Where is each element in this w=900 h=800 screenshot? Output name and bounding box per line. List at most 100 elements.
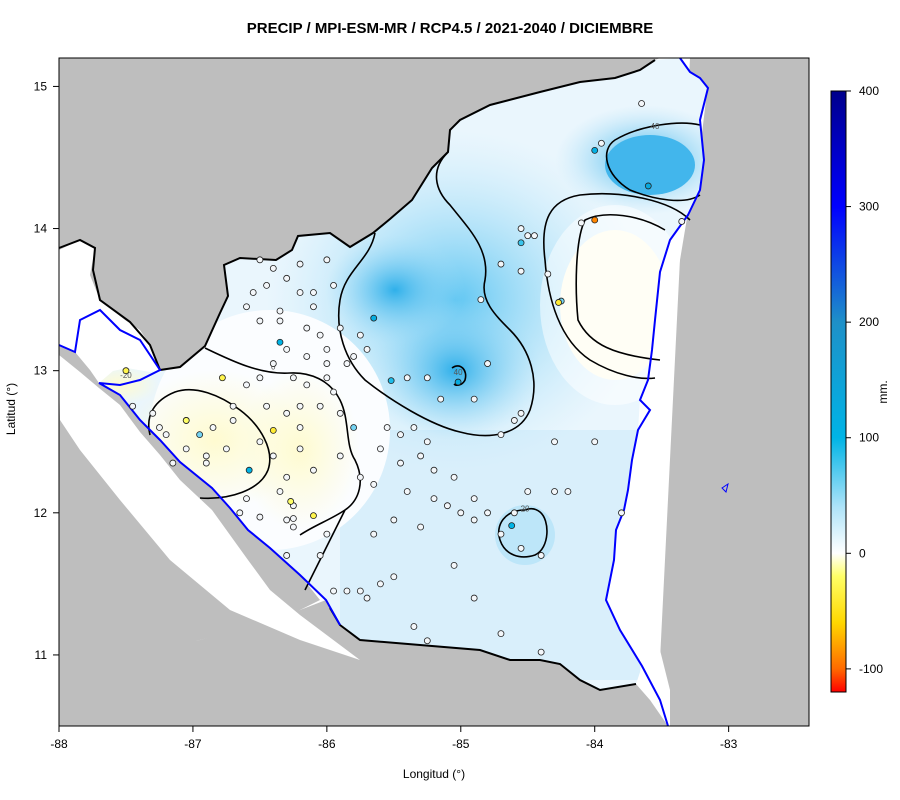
station-marker: [397, 459, 404, 467]
x-axis: -88 -87 -86 -85 -84 -83: [50, 726, 738, 751]
station-marker: [276, 488, 284, 495]
contour-south-20: [498, 507, 548, 558]
colorbar-tick-label: 300: [859, 200, 879, 214]
station-marker: [283, 409, 291, 417]
station-marker: [454, 378, 462, 386]
colorbar-tick-label: 200: [859, 315, 879, 329]
station-marker: [223, 445, 230, 453]
station-marker: [517, 239, 525, 247]
station-marker: [289, 515, 297, 522]
station-marker: [283, 345, 291, 353]
station-marker: [283, 473, 291, 481]
station-marker: [209, 424, 217, 431]
station-marker: [524, 232, 532, 240]
colorbar-tick-label: -100: [859, 662, 883, 676]
station-marker: [517, 267, 525, 275]
station-marker: [310, 303, 317, 311]
station-marker: [470, 395, 478, 403]
station-marker: [229, 402, 237, 410]
station-marker: [350, 353, 358, 360]
x-tick-label: -88: [50, 737, 68, 751]
station-marker: [377, 580, 384, 588]
station-marker: [218, 374, 226, 382]
station-marker: [417, 523, 425, 531]
station-marker: [477, 296, 485, 304]
station-marker: [296, 445, 304, 453]
field-light-blue-south: [340, 430, 640, 680]
station-marker: [544, 270, 552, 278]
station-marker: [310, 512, 317, 520]
caribbean-coast-line: [604, 57, 710, 727]
costa-rica-border-line: [329, 607, 637, 692]
station-marker: [517, 225, 525, 232]
contour-central-40: [337, 151, 535, 437]
caribbean-sea: [606, 78, 708, 726]
station-marker: [363, 594, 371, 602]
station-marker: [397, 431, 404, 439]
station-marker: [564, 488, 572, 495]
contour-south-west: [304, 509, 346, 591]
contour-label: -20: [120, 371, 132, 380]
contour-label: 40: [651, 122, 660, 131]
station-marker: [256, 374, 264, 382]
station-marker: [323, 374, 331, 382]
station-marker: [524, 488, 532, 495]
station-marker: [303, 381, 311, 389]
contour-lines: [148, 122, 701, 591]
station-marker: [484, 509, 491, 517]
station-marker: [403, 374, 411, 382]
station-marker: [470, 594, 478, 602]
station-marker: [256, 513, 264, 521]
station-marker: [256, 256, 264, 264]
station-marker: [644, 182, 652, 190]
station-marker: [517, 409, 525, 417]
contour-label: 40: [454, 368, 463, 377]
x-tick-label: -84: [586, 737, 604, 751]
station-marker: [356, 331, 364, 339]
station-marker: [363, 345, 371, 353]
station-marker: [437, 395, 445, 403]
station-marker: [430, 466, 438, 474]
station-marker: [497, 630, 505, 638]
station-marker: [269, 426, 277, 434]
station-marker: [202, 459, 210, 467]
x-axis-label: Longitud (°): [402, 767, 466, 781]
station-marker: [510, 417, 518, 424]
station-marker: [497, 260, 505, 268]
colorbar-ticks: 400 300 200 100 0 -100: [846, 84, 883, 676]
station-marker: [423, 438, 431, 446]
station-marker: [423, 637, 431, 645]
colorbar-gradient: [830, 90, 847, 693]
station-marker: [269, 452, 277, 460]
boundaries: [58, 57, 729, 727]
pacific-sea: [59, 355, 360, 660]
station-marker: [202, 452, 210, 460]
station-marker: [356, 587, 364, 595]
station-marker: [256, 438, 264, 446]
station-marker: [249, 289, 257, 296]
station-marker: [289, 523, 297, 531]
field-blue-north-west: [325, 235, 465, 345]
colorbar-tick-label: 100: [859, 431, 879, 445]
station-marker: [457, 509, 465, 517]
station-marker: [551, 438, 558, 446]
costa-rica-land: [59, 600, 668, 726]
station-marker: [236, 509, 244, 517]
station-marker: [276, 307, 284, 315]
station-marker: [555, 299, 562, 306]
station-marker: [410, 424, 418, 431]
station-marker: [336, 452, 344, 460]
x-tick-label: -83: [720, 737, 738, 751]
station-marker: [531, 232, 538, 240]
colorbar: 400 300 200 100 0 -100: [830, 84, 883, 693]
station-marker: [370, 530, 378, 538]
station-marker: [450, 473, 458, 481]
station-marker: [296, 402, 304, 410]
colorbar-tick-label: 0: [859, 546, 866, 560]
station-marker: [336, 409, 344, 417]
station-marker: [497, 431, 505, 439]
station-marker: [343, 360, 351, 367]
station-marker: [356, 473, 364, 481]
station-marker: [303, 324, 311, 332]
station-marker: [470, 516, 478, 524]
